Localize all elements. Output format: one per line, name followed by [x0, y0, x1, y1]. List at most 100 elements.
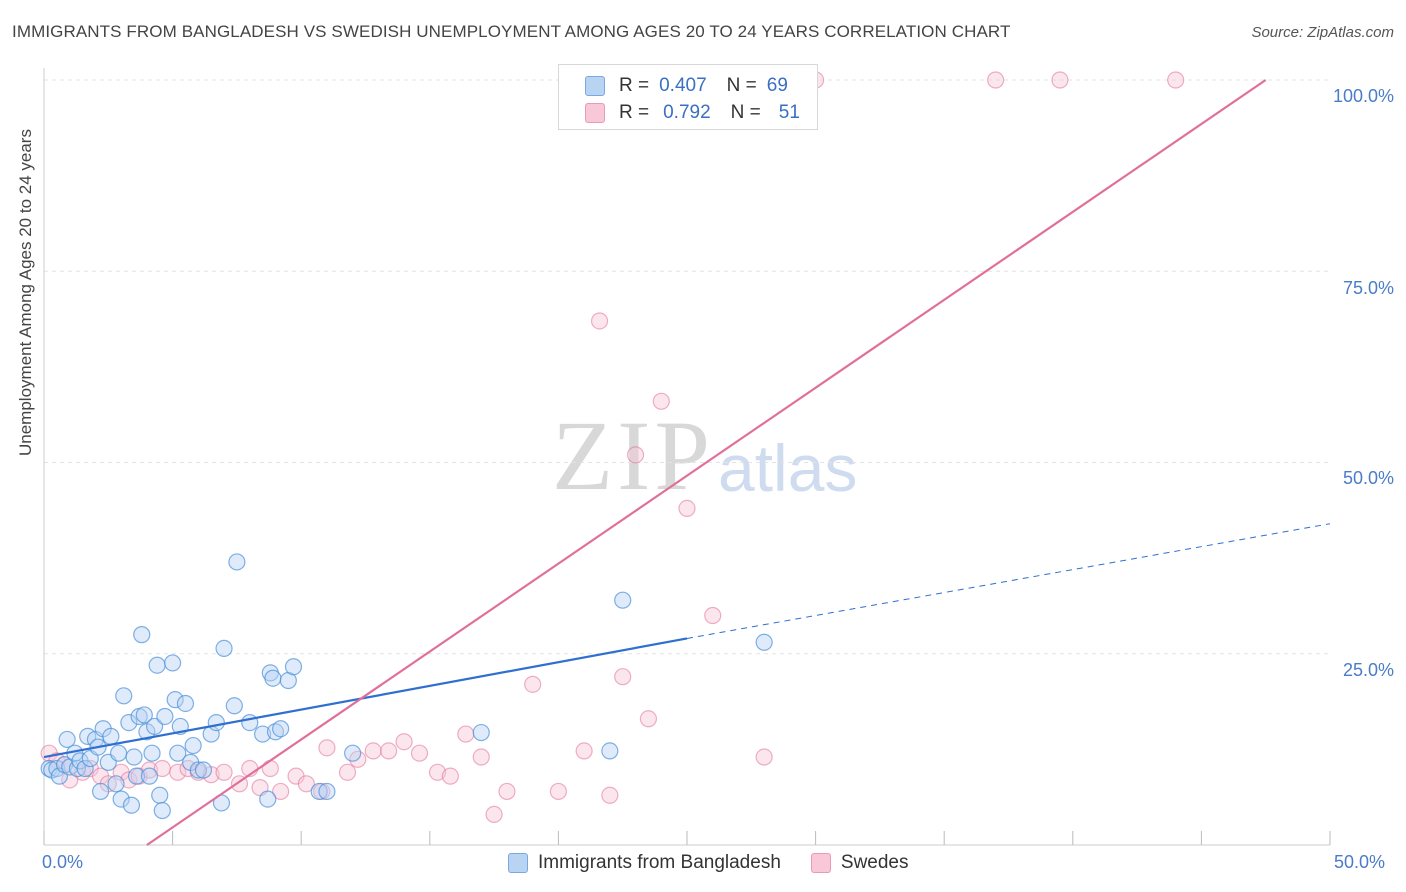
data-point-swedes [472, 748, 490, 766]
data-point-bangladesh [58, 730, 76, 749]
data-point-swedes [380, 742, 398, 760]
data-point-swedes [169, 763, 187, 781]
watermark-atlas: atlas [718, 431, 858, 505]
data-point-bangladesh [164, 654, 182, 672]
x-tick-0: 0.0% [42, 852, 84, 872]
trend-line-swedes [146, 79, 1267, 846]
data-point-swedes [441, 767, 459, 785]
data-point-bangladesh [145, 717, 164, 736]
n-label: N = [730, 102, 761, 123]
data-point-swedes [120, 771, 138, 789]
data-point-bangladesh [284, 658, 303, 676]
stats-legend-row-pink: R = 0.792 N = 51 [585, 102, 800, 124]
data-point-swedes [575, 742, 593, 760]
pink-swatch [585, 103, 605, 123]
stats-legend-row-blue: R = 0.407 N = 69 [585, 75, 788, 97]
data-point-swedes [601, 786, 619, 804]
data-point-bangladesh [755, 633, 773, 651]
data-point-swedes [410, 744, 429, 762]
data-point-swedes [614, 668, 632, 686]
legend-label-bangladesh: Immigrants from Bangladesh [538, 852, 781, 873]
data-point-bangladesh [156, 707, 174, 726]
y-tick-25: 25.0% [1342, 660, 1394, 680]
data-point-bangladesh [109, 744, 128, 762]
data-point-bangladesh [344, 744, 362, 762]
data-point-bangladesh [166, 691, 184, 709]
data-point-bangladesh [266, 723, 285, 741]
data-point-bangladesh [125, 748, 143, 766]
series-legend: Immigrants from Bangladesh Swedes [508, 852, 939, 874]
trend-line-bangladesh-extension [686, 523, 1331, 639]
data-point-bangladesh [225, 697, 243, 715]
data-point-swedes [338, 763, 357, 781]
data-point-bangladesh [133, 626, 151, 644]
data-point-bangladesh [91, 782, 110, 801]
pink-swatch [810, 853, 831, 873]
data-point-bangladesh [140, 767, 159, 785]
data-point-bangladesh [76, 759, 94, 778]
n-value: 51 [778, 102, 800, 123]
data-point-bangladesh [184, 736, 202, 755]
data-point-bangladesh [107, 775, 125, 793]
data-point-bangladesh [102, 727, 120, 745]
data-point-bangladesh [189, 761, 207, 779]
blue-swatch [585, 76, 605, 96]
data-point-bangladesh [264, 669, 282, 687]
legend-item-bangladesh: Immigrants from Bangladesh [508, 852, 781, 874]
data-point-bangladesh [135, 706, 153, 724]
data-point-swedes [755, 748, 773, 766]
data-point-bangladesh [143, 744, 161, 762]
data-point-swedes [297, 775, 315, 793]
x-tick-50: 50.0% [1334, 852, 1386, 872]
data-point-swedes [1051, 71, 1069, 89]
data-point-bangladesh [169, 744, 187, 762]
data-point-swedes [364, 742, 382, 760]
data-point-bangladesh [176, 694, 195, 713]
data-point-swedes [652, 392, 670, 410]
data-point-bangladesh [151, 786, 169, 804]
data-point-swedes [485, 805, 503, 824]
data-point-swedes [678, 499, 696, 517]
data-point-bangladesh [272, 720, 290, 738]
data-point-swedes [549, 782, 568, 801]
data-point-swedes [704, 606, 722, 625]
stats-legend: R = 0.407 N = 69 R = 0.792 N = 51 [558, 64, 818, 130]
chart-title: IMMIGRANTS FROM BANGLADESH VS SWEDISH UN… [12, 22, 1011, 41]
data-point-bangladesh [318, 782, 336, 801]
data-point-bangladesh [112, 790, 130, 808]
data-point-bangladesh [614, 591, 632, 609]
data-point-bangladesh [601, 742, 619, 760]
data-point-bangladesh [259, 790, 277, 808]
source-label: Source: ZipAtlas.com [1251, 24, 1394, 41]
n-value: 69 [766, 75, 788, 96]
data-point-swedes [215, 763, 233, 781]
data-point-swedes [590, 312, 609, 330]
data-point-bangladesh [122, 796, 141, 814]
y-axis-label: Unemployment Among Ages 20 to 24 years [16, 129, 35, 456]
data-point-swedes [261, 759, 279, 778]
data-point-bangladesh [148, 656, 166, 674]
data-point-swedes [1167, 71, 1185, 89]
data-point-bangladesh [228, 553, 246, 571]
y-tick-100: 100.0% [1332, 86, 1394, 106]
data-point-bangladesh [120, 713, 138, 732]
data-point-swedes [987, 71, 1005, 89]
data-point-swedes [498, 782, 516, 801]
data-point-swedes [457, 725, 475, 743]
r-label: R = [619, 75, 650, 96]
r-value: 0.792 [663, 102, 711, 123]
trend-line-bangladesh [43, 637, 688, 759]
data-point-swedes [318, 739, 336, 757]
n-label: N = [726, 75, 757, 96]
blue-swatch [508, 853, 528, 873]
data-point-swedes [428, 763, 447, 781]
data-point-swedes [626, 446, 645, 464]
data-point-swedes [395, 733, 413, 751]
watermark-zip: ZIP [552, 400, 714, 511]
data-point-bangladesh [194, 761, 213, 779]
r-value: 0.407 [659, 75, 707, 96]
data-point-bangladesh [207, 713, 225, 732]
legend-item-swedes: Swedes [810, 852, 909, 874]
data-point-bangladesh [254, 725, 272, 743]
data-point-bangladesh [127, 767, 146, 785]
